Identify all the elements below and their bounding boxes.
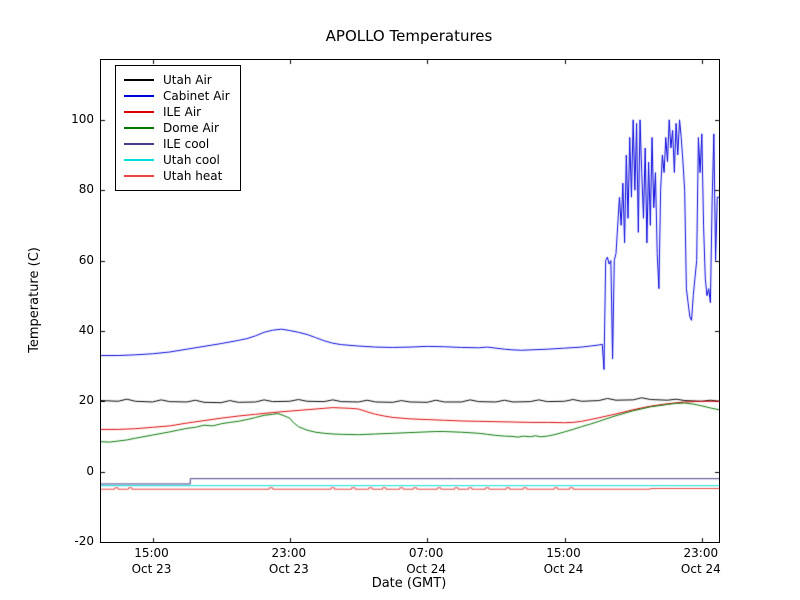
legend-label: Utah Air: [163, 73, 212, 87]
x-tick-label: 07:00 Oct 24: [406, 546, 447, 576]
x-tick-label: 15:00 Oct 23: [131, 546, 172, 576]
legend-line-swatch: [124, 79, 154, 81]
legend-label: Dome Air: [163, 121, 219, 135]
legend-line-swatch: [124, 95, 154, 97]
legend-line-swatch: [124, 127, 154, 129]
y-tick-label: 40: [78, 322, 94, 337]
chart-title: APOLLO Temperatures: [325, 27, 493, 45]
legend: Utah Air Cabinet Air ILE Air Dome Air ILE co…: [115, 65, 241, 191]
legend-entry: Utah heat: [124, 168, 230, 184]
legend-line-swatch: [124, 175, 154, 177]
legend-entry: ILE cool: [124, 136, 230, 152]
x-tick-label: 23:00 Oct 23: [268, 546, 309, 576]
y-axis-label: Temperature (C): [27, 247, 42, 353]
legend-entry: Utah cool: [124, 152, 230, 168]
x-axis-label: Date (GMT): [371, 576, 447, 591]
y-tick-label: 100: [71, 111, 94, 126]
legend-entry: Cabinet Air: [124, 88, 230, 104]
legend-label: Cabinet Air: [163, 89, 230, 103]
legend-line-swatch: [124, 159, 154, 161]
y-tick-label: 60: [78, 252, 94, 267]
legend-line-swatch: [124, 143, 154, 145]
plot-area: Utah Air Cabinet Air ILE Air Dome Air ILE co…: [100, 59, 720, 543]
x-tick-label: 15:00 Oct 24: [543, 546, 584, 576]
legend-entry: Utah Air: [124, 72, 230, 88]
x-tick-label: 23:00 Oct 24: [680, 546, 721, 576]
legend-label: ILE Air: [163, 105, 202, 119]
y-tick-label: 80: [78, 182, 94, 197]
legend-entry: ILE Air: [124, 104, 230, 120]
legend-label: Utah heat: [163, 169, 223, 183]
y-tick-label: 0: [86, 463, 94, 478]
legend-entry: Dome Air: [124, 120, 230, 136]
y-tick-label: 20: [78, 393, 94, 408]
legend-line-swatch: [124, 111, 154, 113]
y-tick-label: -20: [74, 534, 94, 548]
legend-label: Utah cool: [163, 153, 220, 167]
legend-label: ILE cool: [163, 137, 210, 151]
